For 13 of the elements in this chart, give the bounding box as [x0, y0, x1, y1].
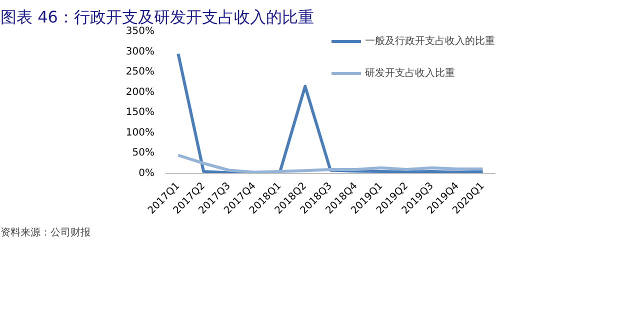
legend-label: 一般及行政开支占收入的比重 [365, 34, 495, 48]
y-tick-label: 200% [126, 86, 155, 98]
y-tick-label: 350% [126, 26, 155, 37]
y-tick-label: 250% [126, 66, 155, 78]
chart-title: 图表 46：行政开支及研发开支占收入的比重 [0, 8, 314, 26]
line-series [176, 154, 484, 174]
y-tick-label: 100% [126, 127, 155, 138]
legend-label: 研发开支占收入比重 [365, 66, 455, 80]
y-tick-label: 300% [126, 46, 155, 58]
text: 资料来源：公司财报 [0, 226, 90, 238]
y-tick-label: 50% [132, 148, 155, 159]
y-tick-label: 0% [138, 168, 155, 179]
y-tick-label: 150% [126, 107, 155, 118]
